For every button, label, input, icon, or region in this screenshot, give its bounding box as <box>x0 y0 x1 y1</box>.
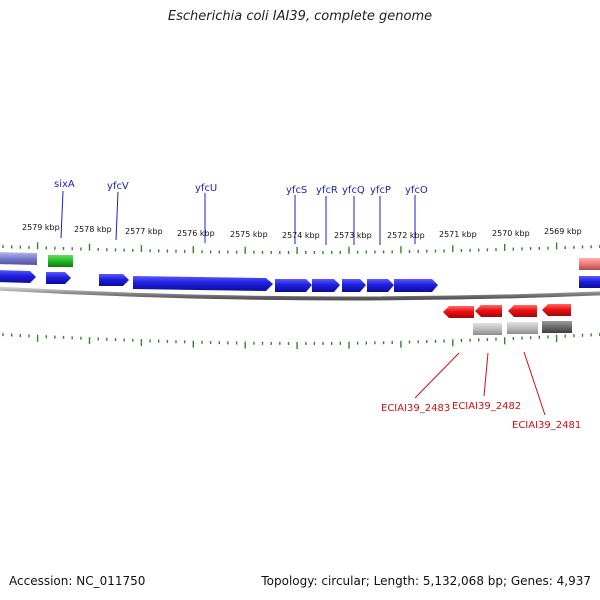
reverse-strand-track <box>443 304 572 335</box>
kbp-label: 2577 kbp <box>125 227 163 236</box>
forward-strand-track <box>0 252 600 292</box>
gene-arrow-partial-pink[interactable] <box>579 258 600 270</box>
gene-label-yfcP[interactable]: yfcP <box>370 185 391 196</box>
kbp-label: 2576 kbp <box>177 229 215 238</box>
top-gene-labels <box>60 190 416 245</box>
scale-ticks-bottom <box>2 333 600 349</box>
gene-arrow-yfcV[interactable] <box>99 274 129 286</box>
top-gene-label-text: sixA yfcV yfcU yfcS yfcR yfcQ yfcP yfcO <box>54 179 428 196</box>
kbp-label: 2571 kbp <box>439 230 477 239</box>
pseudo-gene-box[interactable] <box>473 323 502 335</box>
gene-arrow[interactable] <box>46 272 71 284</box>
scale-ticks-top <box>2 242 600 254</box>
map-title: Escherichia coli IAI39, complete genome <box>167 9 433 24</box>
kbp-label: 2572 kbp <box>387 231 425 240</box>
genome-backbone <box>0 286 600 301</box>
pseudo-gene-box[interactable] <box>507 322 538 334</box>
gene-label-yfcV[interactable]: yfcV <box>107 181 129 192</box>
gene-label-yfcU[interactable]: yfcU <box>195 183 217 194</box>
gene-arrow-yfcR[interactable] <box>312 279 340 292</box>
kbp-label: 2569 kbp <box>544 227 582 236</box>
kbp-label: 2579 kbp <box>22 223 60 232</box>
kbp-label: 2573 kbp <box>334 231 372 240</box>
gene-label-sixA[interactable]: sixA <box>54 179 75 190</box>
kbp-label: 2578 kbp <box>74 225 112 234</box>
gene-arrow[interactable] <box>475 305 502 317</box>
gene-label-yfcS[interactable]: yfcS <box>286 185 307 196</box>
kbp-scale: 2579 kbp 2578 kbp 2577 kbp 2576 kbp 2575… <box>22 223 582 240</box>
kbp-label: 2575 kbp <box>230 230 268 239</box>
gene-label-ECIAI39_2481[interactable]: ECIAI39_2481 <box>512 420 581 431</box>
gene-arrow-yfcS[interactable] <box>275 279 312 292</box>
accession-text: Accession: NC_011750 <box>9 574 146 588</box>
kbp-label: 2570 kbp <box>492 229 530 238</box>
genome-map: 2579 kbp 2578 kbp 2577 kbp 2576 kbp 2575… <box>0 179 600 431</box>
kbp-label: 2574 kbp <box>282 231 320 240</box>
gene-arrow-sixA-rna[interactable] <box>48 255 73 267</box>
pseudo-gene-box[interactable] <box>542 321 572 333</box>
gene-arrow-ECIAI39_2482[interactable] <box>508 305 537 317</box>
genome-summary-text: Topology: circular; Length: 5,132,068 bp… <box>261 574 591 588</box>
gene-label-yfcR[interactable]: yfcR <box>316 185 338 196</box>
gene-label-ECIAI39_2482[interactable]: ECIAI39_2482 <box>452 401 521 412</box>
gene-arrow-yfcQ[interactable] <box>342 279 366 292</box>
gene-arrow-yfcU[interactable] <box>133 276 273 291</box>
bottom-gene-label-text: ECIAI39_2483 ECIAI39_2482 ECIAI39_2481 <box>381 401 581 431</box>
gene-arrow-ECIAI39_2481[interactable] <box>542 304 571 316</box>
gene-arrow-yfcO[interactable] <box>394 279 438 292</box>
gene-arrow[interactable] <box>0 270 36 283</box>
bottom-gene-leaders <box>414 351 546 416</box>
gene-arrow-ECIAI39_2483[interactable] <box>443 306 474 318</box>
gene-arrow[interactable] <box>579 276 600 288</box>
gene-label-yfcQ[interactable]: yfcQ <box>342 185 365 196</box>
gene-arrow-partial-purple[interactable] <box>0 252 37 265</box>
gene-label-ECIAI39_2483[interactable]: ECIAI39_2483 <box>381 403 450 414</box>
gene-arrow-yfcP[interactable] <box>367 279 394 292</box>
gene-label-yfcO[interactable]: yfcO <box>405 185 428 196</box>
